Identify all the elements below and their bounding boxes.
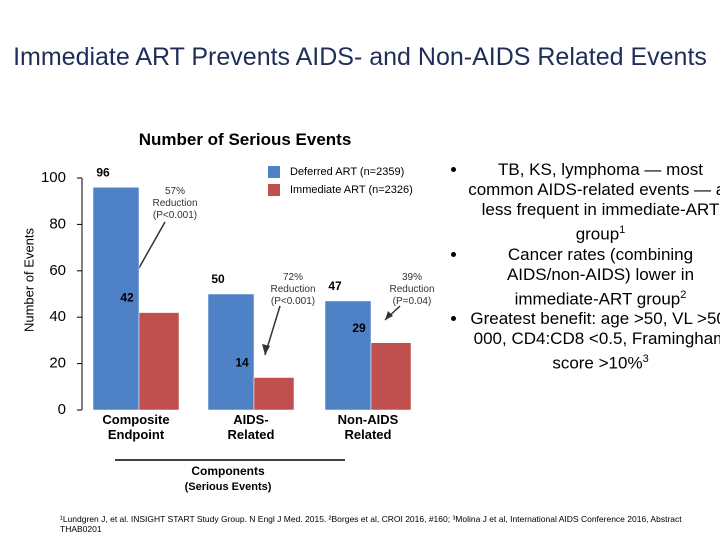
y-tick-label: 60 (49, 262, 66, 279)
value-label: 29 (352, 321, 366, 335)
bullet-text: TB, KS, lymphoma — most common AIDS-rela… (468, 160, 720, 244)
x-tick-label: Composite Endpoint (102, 412, 170, 442)
value-label: 96 (96, 165, 110, 179)
x-axis-label: Components (191, 464, 265, 478)
legend-label: Immediate ART (n=2326) (290, 184, 413, 196)
footnote: ¹Lundgren J, et al. INSIGHT START Study … (60, 514, 682, 534)
chart-title: Number of Serious Events (138, 130, 352, 149)
bullet-text: Cancer rates (combining AIDS/non-AIDS) l… (506, 244, 695, 309)
citation: 2 (680, 288, 687, 301)
value-label: 50 (211, 272, 225, 286)
x-tick-label: Non-AIDS Related (337, 412, 399, 442)
citation: 1 (619, 224, 626, 236)
bar (324, 300, 372, 411)
legend-label: Deferred ART (n=2359) (290, 166, 404, 178)
slide-title: Immediate ART Prevents AIDS- and Non-AID… (13, 43, 707, 71)
bar (253, 377, 295, 411)
bar (138, 312, 180, 411)
value-label: 47 (328, 279, 342, 293)
bullet-list: TB, KS, lymphoma — most common AIDS-rela… (450, 160, 720, 374)
x-tick-label: AIDS- Related (227, 412, 275, 442)
bullet: Cancer rates (combining AIDS/non-AIDS) l… (468, 245, 720, 310)
bar (207, 293, 255, 411)
value-label: 42 (120, 291, 134, 305)
y-tick-label: 20 (49, 355, 66, 372)
bullet: Greatest benefit: age >50, VL >50, 000, … (468, 309, 720, 374)
legend-swatch (268, 166, 280, 178)
bullet: TB, KS, lymphoma — most common AIDS-rela… (468, 160, 720, 245)
x-axis-sublabel: (Serious Events) (185, 481, 272, 493)
value-label: 14 (235, 356, 249, 370)
annotation: 72% Reduction (P<0.001) (270, 272, 316, 307)
y-axis-label: Number of Events (21, 227, 36, 332)
y-tick-label: 40 (49, 308, 66, 325)
y-tick-label: 80 (49, 215, 66, 232)
bullet-text: Greatest benefit: age >50, VL >50, 000, … (470, 309, 720, 373)
y-tick-label: 100 (41, 169, 66, 186)
citation: 3 (642, 353, 649, 366)
annotation: 57% Reduction (P<0.001) (152, 186, 198, 221)
annotation: 39% Reduction (P=0.04) (389, 272, 435, 307)
arrowhead (262, 344, 270, 355)
y-tick-label: 0 (58, 401, 66, 418)
arrowhead (385, 311, 393, 320)
bar (370, 342, 412, 411)
bar (92, 187, 140, 411)
legend-swatch (268, 184, 280, 196)
